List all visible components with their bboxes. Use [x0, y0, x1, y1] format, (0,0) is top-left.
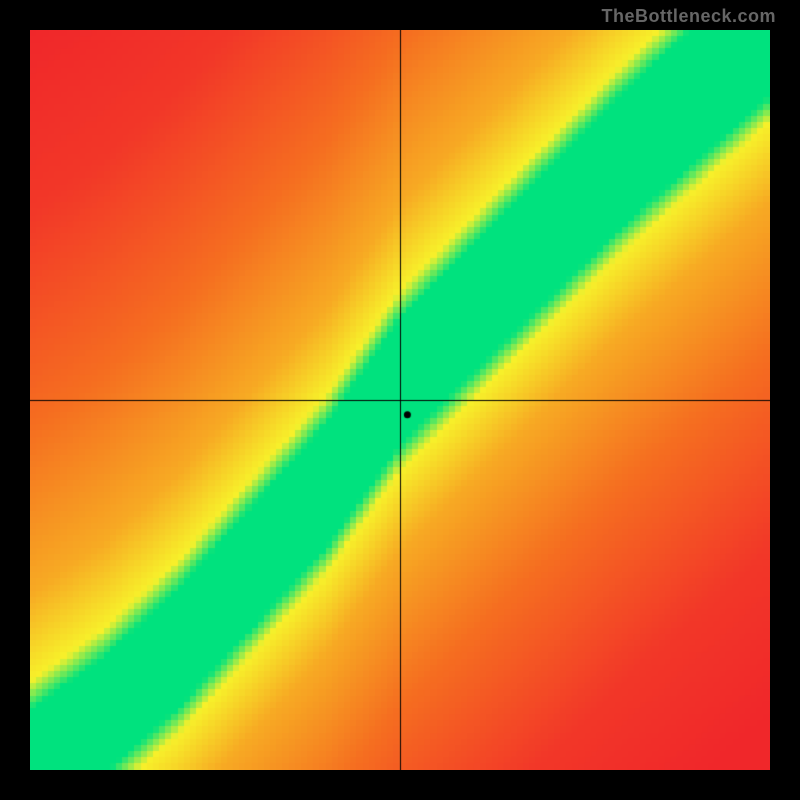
bottleneck-heatmap — [30, 30, 770, 770]
bottleneck-heatmap-frame: TheBottleneck.com — [0, 0, 800, 800]
watermark-text: TheBottleneck.com — [601, 6, 776, 27]
